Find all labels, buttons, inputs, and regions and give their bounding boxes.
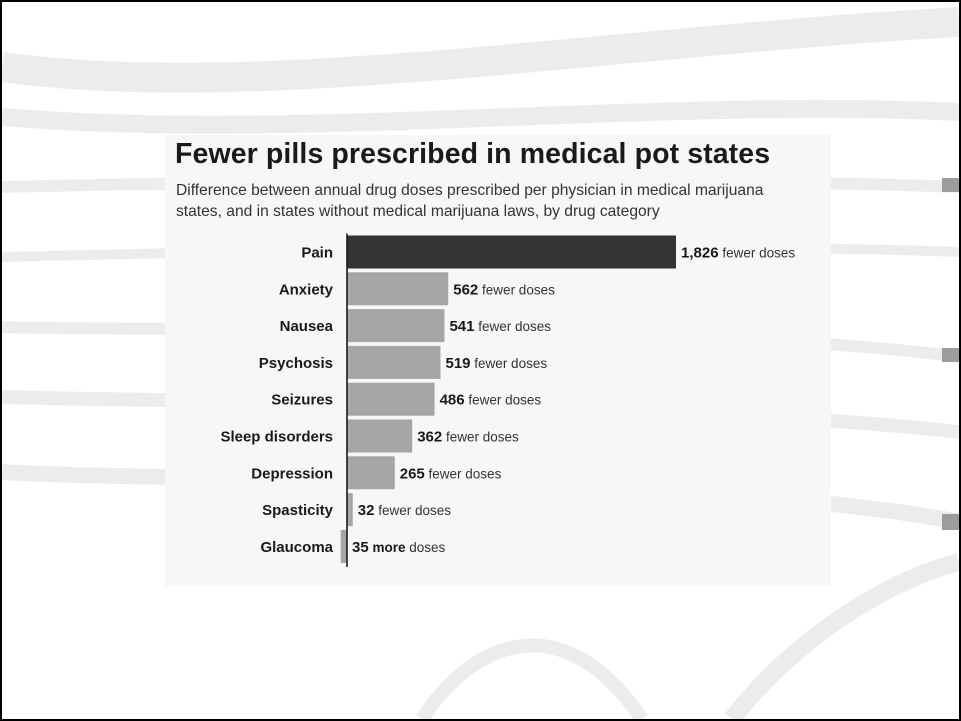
chart-panel	[165, 135, 831, 586]
value-label-spasticity: 32 fewer doses	[358, 502, 451, 519]
bar-anxiety	[347, 272, 449, 306]
category-label-seizures: Seizures	[271, 392, 333, 409]
category-label-spasticity: Spasticity	[262, 502, 334, 519]
bar-pain	[347, 235, 676, 269]
bar-spasticity	[347, 493, 353, 527]
value-label-anxiety: 562 fewer doses	[453, 281, 555, 298]
value-label-pain: 1,826 fewer doses	[681, 245, 795, 262]
category-label-nausea: Nausea	[280, 318, 334, 335]
bar-seizures	[347, 382, 435, 416]
value-label-glaucoma: 35 more doses	[352, 539, 445, 556]
category-label-sleep-disorders: Sleep disorders	[220, 429, 333, 446]
bar-sleep-disorders	[347, 419, 413, 453]
value-label-seizures: 486 fewer doses	[440, 392, 542, 409]
chart-title: Fewer pills prescribed in medical pot st…	[175, 138, 771, 170]
value-label-psychosis: 519 fewer doses	[446, 355, 548, 372]
bar-depression	[347, 456, 395, 490]
value-label-nausea: 541 fewer doses	[449, 318, 551, 335]
category-label-anxiety: Anxiety	[279, 281, 334, 298]
bar-psychosis	[347, 345, 441, 379]
category-label-depression: Depression	[251, 465, 333, 482]
chart-subtitle-line-1: Difference between annual drug doses pre…	[176, 182, 764, 199]
category-label-pain: Pain	[301, 245, 333, 262]
bar-glaucoma	[340, 529, 347, 563]
value-label-sleep-disorders: 362 fewer doses	[417, 429, 519, 446]
category-label-psychosis: Psychosis	[259, 355, 333, 372]
chart-subtitle-line-2: states, and in states without medical ma…	[176, 203, 660, 220]
bar-nausea	[347, 309, 445, 343]
value-label-depression: 265 fewer doses	[400, 465, 502, 482]
category-label-glaucoma: Glaucoma	[260, 539, 333, 556]
